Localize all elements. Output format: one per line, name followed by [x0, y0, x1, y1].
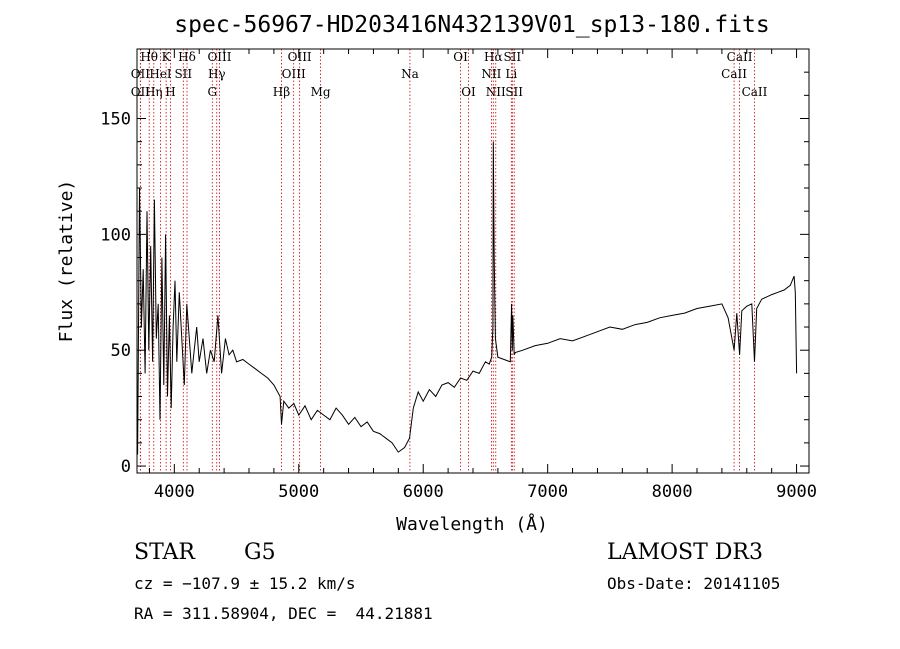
spectral-line-label: Hα [484, 50, 503, 64]
spectral-line-labels: Hθ OII OII K HeI Hη Hδ SII H OIII Hγ G OIII OIII Hβ Mg N… [131, 50, 768, 99]
spectral-line-label: NII [481, 67, 501, 81]
spectral-line-label: H [165, 85, 175, 99]
redshift-text: cz = −107.9 ± 15.2 km/s [134, 574, 356, 593]
spectral-line-label: Na [401, 67, 419, 81]
y-axis: 0 50 100 150 [100, 71, 809, 477]
chart-title: spec-56967-HD203416N432139V01_sp13-180.f… [174, 12, 769, 38]
coordinates: RA = 311.58904, DEC = 44.21881 [134, 604, 433, 623]
spectral-line-label: SII [505, 85, 523, 99]
x-tick-label: 5000 [278, 482, 319, 502]
spectral-line-label: OI [453, 50, 468, 64]
spectral-line-label: G [207, 85, 217, 99]
y-axis-label: Flux (relative) [56, 180, 77, 343]
x-tick-label: 7000 [527, 482, 568, 502]
survey-name: LAMOST DR3 [607, 540, 763, 565]
spectral-line-label: Mg [311, 85, 331, 99]
x-axis-label: Wavelength (Å) [396, 513, 548, 535]
spectral-line-label: OIII [288, 50, 312, 64]
x-axis: 4000 5000 6000 7000 8000 9000 [148, 49, 817, 502]
spectral-line-label: K [162, 50, 172, 64]
spectral-line-label: Hγ [208, 67, 226, 81]
obs-date: Obs-Date: 20141105 [607, 574, 781, 593]
spectral-line-label: CaII [721, 67, 747, 81]
x-tick-label: 4000 [154, 482, 195, 502]
spectral-line-label: SII [503, 50, 521, 64]
x-tick-label: 9000 [776, 482, 817, 502]
spectral-line-label: Hη [145, 85, 163, 99]
y-tick-label: 150 [100, 110, 131, 130]
spectral-line-label: CaII [727, 50, 753, 64]
spectral-line-label: Li [505, 67, 517, 81]
object-subclass: G5 [244, 540, 276, 565]
spectral-line-markers [139, 49, 755, 473]
spectral-line-label: OIII [207, 50, 231, 64]
spectral-line-label: Hδ [178, 50, 196, 64]
spectral-line-label: OI [461, 85, 476, 99]
x-tick-label: 6000 [403, 482, 444, 502]
plot-frame [136, 48, 810, 474]
y-tick-label: 50 [111, 341, 131, 361]
y-tick-label: 100 [100, 225, 131, 245]
spectral-line-label: NII [486, 85, 506, 99]
spectral-line-label: Hβ [273, 85, 290, 99]
object-class: STAR [134, 540, 195, 565]
spectral-line-label: OIII [282, 67, 306, 81]
spectral-line-label: Hθ [140, 50, 158, 64]
spectral-line-label: OII [131, 85, 151, 99]
x-tick-label: 8000 [652, 482, 693, 502]
spectral-line-label: HeI [149, 67, 172, 81]
spectral-line-label: SII [174, 67, 192, 81]
spectral-line-label: CaII [742, 85, 768, 99]
spectral-line-label: OII [131, 67, 151, 81]
y-tick-label: 0 [121, 457, 131, 477]
spectrum-curve [137, 141, 798, 455]
